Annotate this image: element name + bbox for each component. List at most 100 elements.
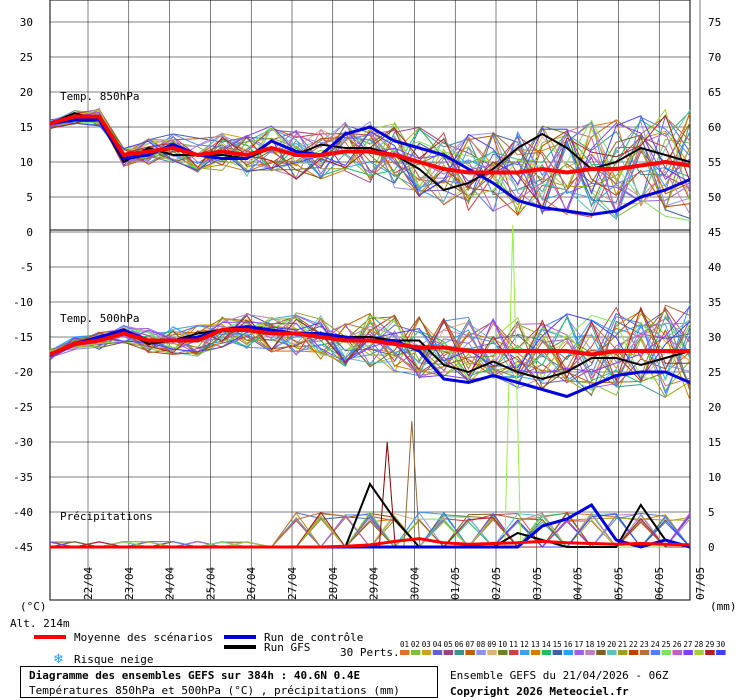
t850-panel-label: Temp. 850hPa <box>60 90 139 103</box>
member-legend-swatch <box>432 650 443 655</box>
member-legend-id: 18 <box>585 640 595 649</box>
right-tick-label: 70 <box>708 51 721 64</box>
right-tick-label: 60 <box>708 121 721 134</box>
member-legend-id: 16 <box>564 640 574 649</box>
left-tick-label: 30 <box>20 16 33 29</box>
member-legend-swatch <box>694 650 704 655</box>
member-legend-id: 03 <box>422 640 431 649</box>
member-legend-swatch <box>498 650 508 655</box>
date-tick-label: 26/04 <box>245 567 258 600</box>
member-legend-id: 26 <box>673 640 683 649</box>
member-legend-id: 11 <box>509 640 518 649</box>
t850-member-10 <box>49 113 691 212</box>
legend-perts-label: 30 Perts. <box>340 646 400 659</box>
left-tick-label: -15 <box>13 331 33 344</box>
t850-member-26 <box>49 107 691 213</box>
left-tick-label: -30 <box>13 436 33 449</box>
member-legend-swatch <box>465 650 475 655</box>
t500-member-27 <box>49 305 691 380</box>
left-tick-label: -5 <box>20 261 33 274</box>
member-legend-id: 02 <box>411 640 420 649</box>
right-tick-label: 40 <box>708 261 721 274</box>
t500-member-17 <box>49 317 691 389</box>
t500-member-29 <box>49 306 690 383</box>
member-legend-id: 14 <box>542 640 552 649</box>
chart-title: Diagramme des ensembles GEFS sur 384h : … <box>29 669 361 682</box>
member-legend-id: 29 <box>705 640 714 649</box>
right-tick-label: 10 <box>708 471 721 484</box>
altitude-label: Alt. 214m <box>10 617 70 630</box>
member-legend-swatch <box>410 650 421 655</box>
member-legend-swatch <box>585 650 595 655</box>
snowflake-icon: ❄ <box>53 652 64 667</box>
t850-mean-line <box>49 114 691 175</box>
member-legend-id: 27 <box>683 640 692 649</box>
member-legend-swatch <box>487 650 497 655</box>
date-tick-label: 29/04 <box>368 567 381 600</box>
member-legend-swatch <box>661 650 672 655</box>
member-legend-id: 25 <box>662 640 671 649</box>
t500-gfs-line <box>49 325 691 381</box>
t850-member-25 <box>49 119 691 221</box>
member-legend-id: 13 <box>531 640 540 649</box>
chart-title-box: Diagramme des ensembles GEFS sur 384h : … <box>20 666 438 698</box>
member-legend-id: 04 <box>433 640 443 649</box>
member-legend-id: 17 <box>574 640 583 649</box>
precip-peak-30-04 <box>378 441 396 548</box>
member-legend-id: 22 <box>629 640 638 649</box>
t850-member-28 <box>49 108 691 203</box>
member-legend-swatch <box>596 650 606 655</box>
date-tick-label: 02/05 <box>490 567 503 600</box>
precip-peak-01-05 <box>403 420 421 548</box>
legend-mean-label: Moyenne des scénarios <box>74 631 213 644</box>
member-legend-swatch <box>530 650 541 655</box>
date-tick-label: 06/05 <box>653 567 666 600</box>
right-tick-label: 20 <box>708 401 721 414</box>
plot-frame <box>49 0 691 601</box>
left-tick-label: 20 <box>20 86 33 99</box>
legend-gfs-label: Run GFS <box>264 641 310 654</box>
member-legend-swatch <box>672 650 682 655</box>
member-legend-swatch <box>476 650 486 655</box>
member-legend-swatch <box>443 650 454 655</box>
right-tick-label: 65 <box>708 86 721 99</box>
t500-member-25 <box>49 314 691 381</box>
member-legend-swatch <box>618 650 628 655</box>
left-tick-label: -35 <box>13 471 33 484</box>
date-tick-label: 24/04 <box>164 567 177 600</box>
member-legend-id: 20 <box>607 640 617 649</box>
right-tick-label: 55 <box>708 156 721 169</box>
left-tick-label: 25 <box>20 51 33 64</box>
member-legend-swatch <box>541 650 552 655</box>
left-tick-label: -45 <box>13 541 33 554</box>
left-tick-label: -10 <box>13 296 33 309</box>
member-legend-swatch <box>716 650 726 655</box>
member-legend-swatch <box>454 650 464 655</box>
date-tick-label: 04/05 <box>572 567 585 600</box>
member-legend-id: 05 <box>444 640 453 649</box>
member-legend-swatch <box>639 650 650 655</box>
member-legend-id: 15 <box>553 640 562 649</box>
legend-control-label: Run de contrôle <box>264 631 363 644</box>
date-axis-ticks: 22/04 23/04 24/04 25/04 26/04 27/04 28/04 29/04… <box>82 567 707 600</box>
t500-member-14 <box>49 315 691 384</box>
date-tick-label: 27/04 <box>286 567 299 600</box>
left-tick-label: -20 <box>13 366 33 379</box>
member-legend-swatch <box>519 650 530 655</box>
t850-member-15 <box>49 120 691 219</box>
member-legend-swatch <box>683 650 693 655</box>
date-tick-label: 28/04 <box>327 567 340 600</box>
left-axis-ticks: 30 25 20 15 10 5 0 -5 -10 -15 -20 -25 -30 -35 -40 -45 <box>13 16 33 554</box>
member-legend: 01 02 03 04 05 06 07 08 09 10 11 12 13 14 15 16 17 18 19 20… <box>400 640 726 655</box>
right-tick-label: 35 <box>708 296 721 309</box>
member-legend-id: 07 <box>465 640 474 649</box>
t850-ensemble-members <box>49 107 691 221</box>
right-tick-label: 25 <box>708 366 721 379</box>
date-tick-label: 05/05 <box>612 567 625 600</box>
date-tick-label: 30/04 <box>408 567 421 600</box>
date-tick-label: 07/05 <box>694 567 707 600</box>
t850-member-18 <box>49 111 691 215</box>
right-unit-label: (mm) <box>710 600 737 613</box>
